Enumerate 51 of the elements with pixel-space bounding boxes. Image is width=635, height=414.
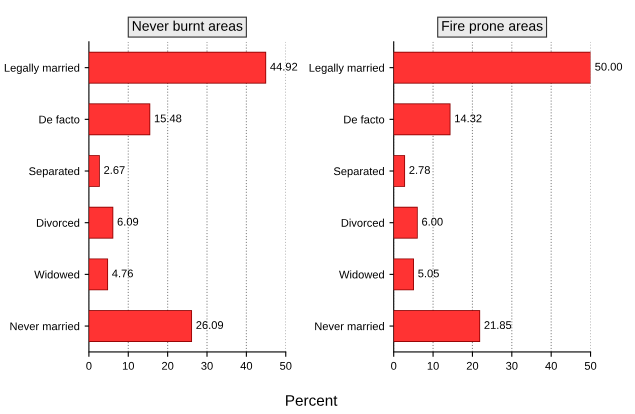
y-tick-label: Separated — [29, 166, 80, 178]
bar — [394, 310, 480, 342]
y-tick-label: Divorced — [36, 218, 80, 227]
y-tick-label: Divorced — [342, 218, 384, 227]
bar — [88, 103, 150, 136]
data-label: 14.32 — [455, 114, 482, 122]
x-tick-label: 0 — [391, 362, 396, 370]
data-label: 50.00 — [595, 62, 622, 71]
data-label: 2.78 — [409, 166, 430, 174]
bar — [88, 206, 114, 239]
data-label: 21.85 — [484, 321, 512, 330]
bar — [394, 52, 591, 84]
data-label: 4.76 — [112, 269, 133, 278]
x-axis-title: Percent — [286, 395, 338, 406]
x-tick-label: 50 — [280, 362, 292, 370]
data-label: 5.05 — [418, 269, 439, 278]
y-tick-label: Legally married — [4, 64, 80, 74]
bar — [394, 155, 406, 187]
y-tick-label: Legally married — [310, 64, 384, 74]
x-tick-label: 30 — [201, 362, 213, 370]
chart-title: Never burnt areas — [132, 20, 242, 31]
x-tick-label: 20 — [466, 362, 478, 370]
data-label: 6.09 — [118, 218, 138, 226]
x-tick-label: 50 — [584, 362, 596, 370]
x-tick-label: 30 — [506, 362, 518, 370]
x-tick-label: 40 — [545, 362, 557, 370]
x-tick-label: 0 — [86, 362, 92, 370]
data-label: 2.67 — [104, 166, 125, 174]
y-tick-label: Never married — [315, 322, 384, 330]
chart-title: Fire prone areas — [442, 20, 543, 34]
bar — [394, 103, 450, 136]
y-tick-label: Never married — [10, 322, 80, 330]
x-tick-label: 40 — [240, 362, 252, 370]
y-tick-label: Widowed — [34, 270, 80, 279]
bar — [394, 258, 414, 290]
y-tick-label: De facto — [39, 115, 80, 124]
bar — [88, 310, 192, 342]
data-label: 44.92 — [270, 62, 298, 71]
bar — [394, 206, 418, 239]
bar — [88, 258, 108, 290]
data-label: 26.09 — [196, 321, 224, 330]
bar — [88, 52, 266, 84]
x-tick-label: 10 — [428, 362, 439, 370]
y-tick-label: Separated — [334, 166, 384, 178]
x-tick-label: 10 — [122, 362, 134, 370]
y-tick-label: De facto — [344, 115, 384, 124]
data-label: 15.48 — [154, 114, 182, 122]
data-label: 6.00 — [422, 218, 443, 226]
x-tick-label: 20 — [162, 362, 174, 370]
bar — [88, 155, 100, 187]
y-tick-label: Widowed — [339, 270, 384, 279]
